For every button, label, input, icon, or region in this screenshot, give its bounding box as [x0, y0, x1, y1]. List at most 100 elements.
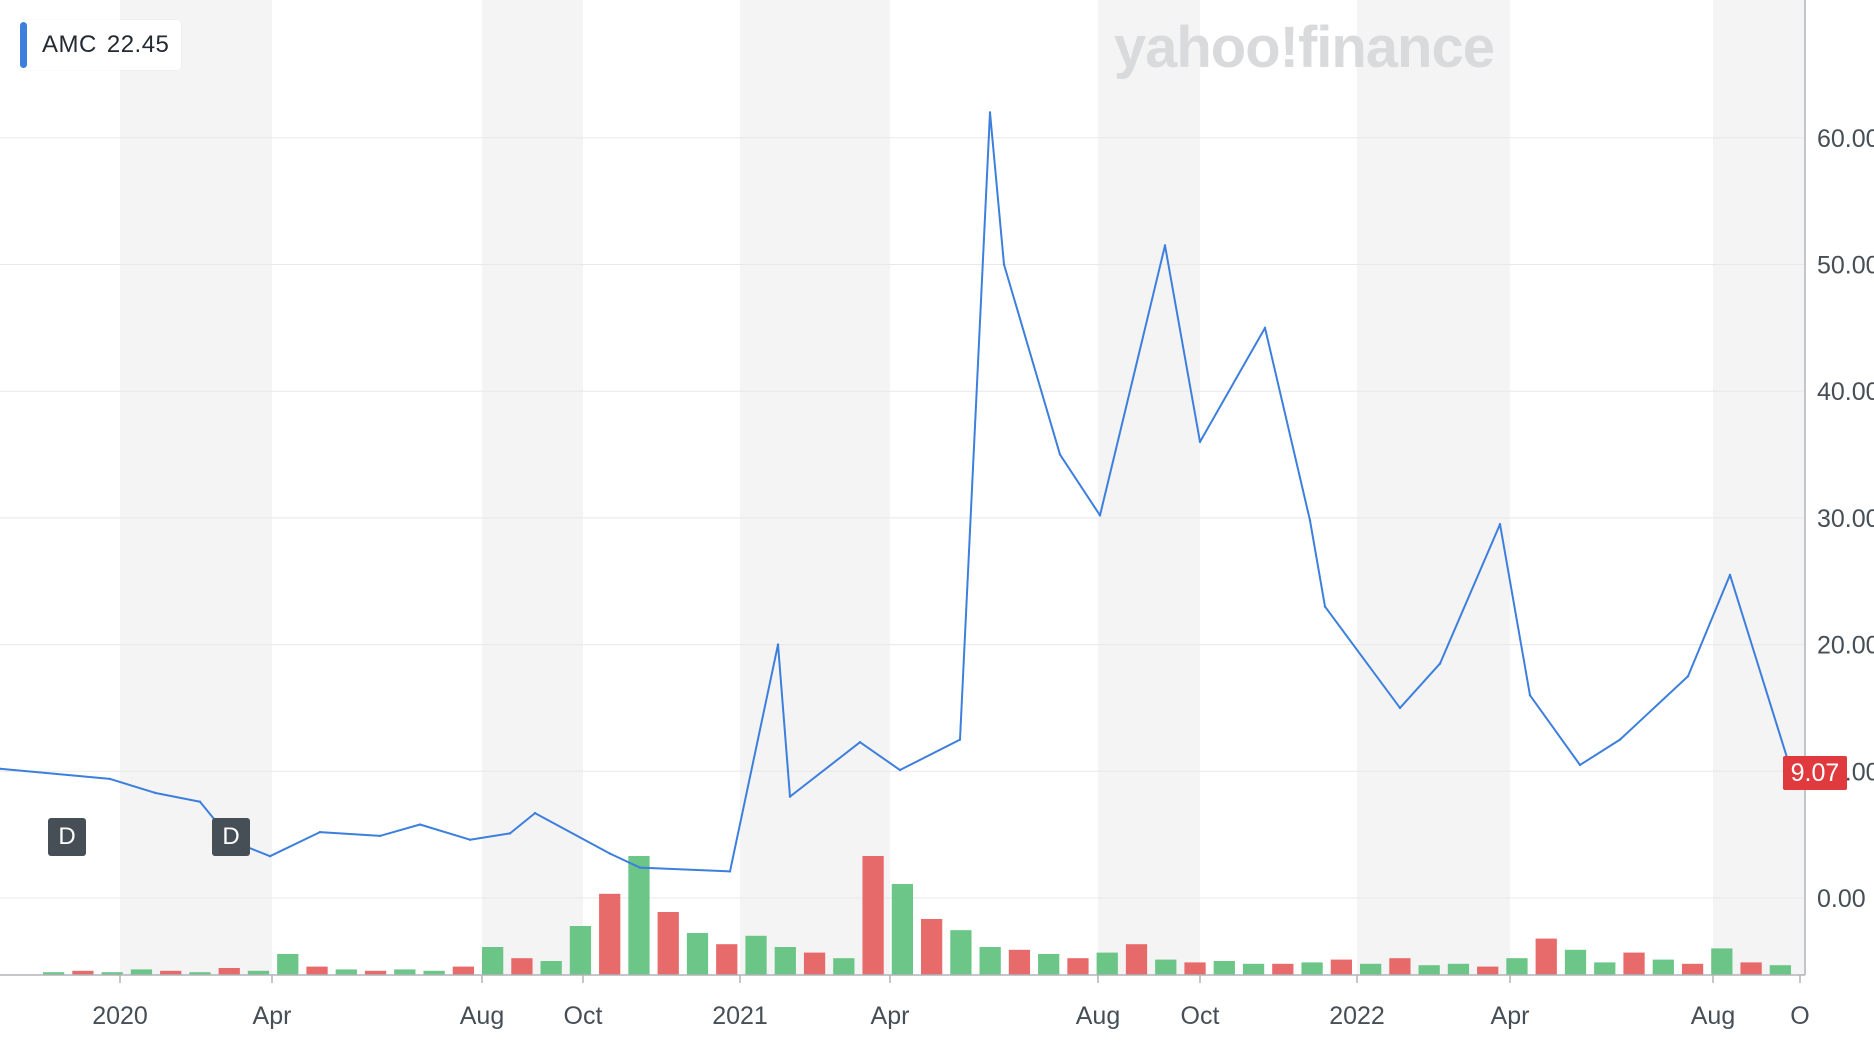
dividend-marker[interactable]: D	[212, 818, 250, 856]
volume-bar	[1769, 965, 1791, 975]
volume-bar	[101, 972, 123, 975]
volume-bar	[277, 954, 299, 975]
volume-bar	[1740, 962, 1762, 975]
volume-bar	[72, 970, 94, 975]
x-tick-label: Apr	[253, 1002, 292, 1030]
y-tick-label: 50.00	[1817, 252, 1874, 280]
volume-bar	[482, 947, 504, 975]
volume-bar	[1125, 944, 1148, 975]
price-point	[108, 777, 112, 781]
volume-bar	[43, 972, 65, 975]
price-point	[1002, 263, 1006, 266]
volume-bar	[1389, 958, 1411, 975]
volume-bar	[1008, 949, 1031, 975]
volume-bar	[423, 970, 445, 975]
volume-bar	[1067, 958, 1089, 975]
volume-bar	[511, 958, 533, 975]
period-band	[1098, 0, 1200, 975]
volume-bar	[452, 966, 474, 975]
price-point	[418, 823, 422, 826]
x-tick-label: Aug	[1076, 1002, 1120, 1030]
price-point	[1578, 763, 1582, 767]
volume-bar	[1681, 963, 1704, 975]
price-point	[638, 866, 642, 869]
volume-bar	[833, 958, 855, 975]
volume-bar	[657, 912, 679, 975]
y-tick-label: 0.00	[1817, 885, 1866, 913]
yahoo-finance-watermark: yahoo!finance	[1113, 15, 1495, 80]
volume-bar	[1535, 938, 1557, 975]
volume-bar	[716, 944, 738, 975]
x-tick-label: 2022	[1329, 1002, 1385, 1030]
volume-bar	[686, 933, 709, 975]
axes	[0, 0, 1806, 976]
volume-bar	[160, 970, 182, 975]
x-tick-label: O	[1790, 1002, 1809, 1030]
volume-bar	[1477, 966, 1499, 975]
price-line	[0, 111, 1796, 873]
period-band	[1357, 0, 1510, 975]
volume-bar	[394, 969, 416, 975]
price-point	[728, 870, 732, 873]
x-tick-label: Oct	[1181, 1002, 1220, 1030]
volume-bar	[1447, 963, 1470, 975]
volume-bar	[1564, 949, 1587, 975]
volume-bar	[1330, 959, 1352, 975]
volume-bar	[218, 968, 240, 975]
x-tick-label: Apr	[1491, 1002, 1530, 1030]
dividend-marker[interactable]: D	[48, 818, 86, 856]
volume-bar	[247, 970, 270, 975]
price-point	[1686, 675, 1690, 678]
price-point	[0, 767, 2, 770]
legend-symbol: AMC	[42, 31, 97, 58]
volume-bar	[130, 969, 153, 975]
period-band	[1713, 0, 1805, 975]
volume-bar	[1184, 962, 1206, 975]
volume-bar	[803, 952, 826, 975]
price-point	[1163, 244, 1167, 247]
volume-bar	[335, 969, 357, 975]
period-band	[482, 0, 583, 975]
volume-bar	[1272, 963, 1294, 975]
volume-bar	[1038, 954, 1060, 975]
price-point	[468, 838, 472, 841]
series-legend[interactable]: AMC 22.45	[18, 20, 182, 70]
volume-bar	[1242, 963, 1265, 975]
last-price-badge: 9.07	[1783, 756, 1847, 790]
price-point	[1728, 573, 1732, 577]
price-point	[1618, 738, 1622, 741]
volume-bar	[979, 947, 1001, 975]
volume-bar	[364, 970, 387, 975]
volume-bar	[540, 961, 562, 975]
price-point	[958, 738, 962, 741]
price-point	[1263, 326, 1267, 330]
y-tick-label: 60.00	[1817, 125, 1874, 153]
volume-bar	[1213, 961, 1235, 975]
price-point	[1438, 662, 1442, 665]
volume-bar	[1623, 952, 1645, 975]
x-tick-label: Aug	[1691, 1002, 1735, 1030]
x-tick-label: Aug	[460, 1002, 504, 1030]
x-axis-tick-labels: 2020 Apr Aug Oct 2021 Apr Aug Oct 2022 Apr Aug O	[92, 975, 1810, 1030]
price-point	[318, 830, 322, 834]
volume-bar	[1301, 962, 1323, 975]
gridlines	[0, 137, 1805, 899]
price-point	[1398, 706, 1402, 710]
alternating-period-bands	[120, 0, 1805, 975]
price-point	[788, 795, 792, 798]
price-point	[898, 768, 902, 772]
price-point	[198, 800, 202, 803]
volume-bar	[921, 919, 943, 975]
price-point	[378, 834, 382, 838]
y-tick-label: 20.00	[1817, 632, 1874, 660]
volume-bar	[1360, 963, 1382, 975]
price-point	[1198, 440, 1202, 444]
price-point	[508, 832, 512, 835]
volume-bar	[1418, 965, 1440, 975]
price-point	[153, 791, 157, 795]
volume-bar	[1594, 962, 1616, 975]
volume-bars	[43, 856, 1791, 975]
y-tick-label: 30.00	[1817, 505, 1874, 533]
